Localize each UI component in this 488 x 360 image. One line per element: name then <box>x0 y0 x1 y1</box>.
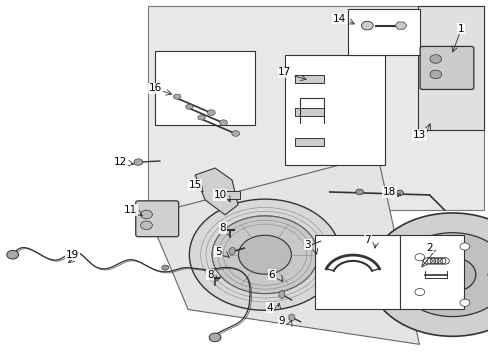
Circle shape <box>459 299 469 306</box>
Bar <box>155 50 254 125</box>
Text: 2: 2 <box>425 243 432 253</box>
Bar <box>294 139 323 146</box>
FancyBboxPatch shape <box>136 201 178 237</box>
Bar <box>294 108 323 116</box>
Bar <box>347 9 419 55</box>
Circle shape <box>395 190 403 196</box>
Text: 1: 1 <box>457 24 464 33</box>
Circle shape <box>7 251 19 259</box>
Circle shape <box>219 120 227 126</box>
Text: 14: 14 <box>332 14 346 24</box>
Circle shape <box>361 21 372 30</box>
Circle shape <box>355 189 363 195</box>
Text: 17: 17 <box>278 67 291 77</box>
Circle shape <box>429 55 441 63</box>
Circle shape <box>209 333 221 342</box>
Circle shape <box>414 288 424 296</box>
Circle shape <box>141 210 152 219</box>
Polygon shape <box>278 290 284 299</box>
Bar <box>314 235 399 310</box>
Polygon shape <box>195 168 238 215</box>
Polygon shape <box>148 155 419 345</box>
Text: 9: 9 <box>278 316 285 327</box>
Circle shape <box>162 265 168 270</box>
Circle shape <box>207 110 215 116</box>
Polygon shape <box>197 115 205 120</box>
Polygon shape <box>173 94 181 99</box>
Circle shape <box>428 257 475 292</box>
Bar <box>417 6 483 130</box>
Text: 15: 15 <box>188 180 202 190</box>
Circle shape <box>414 254 424 261</box>
Bar <box>226 192 239 198</box>
Polygon shape <box>229 247 234 255</box>
Text: 19: 19 <box>66 250 79 260</box>
Circle shape <box>238 235 291 274</box>
Bar <box>294 75 323 83</box>
Circle shape <box>368 213 488 336</box>
Circle shape <box>487 271 488 278</box>
Text: 11: 11 <box>123 205 137 215</box>
Circle shape <box>459 243 469 250</box>
Text: 6: 6 <box>268 270 275 280</box>
Text: 7: 7 <box>364 235 370 245</box>
Bar <box>148 6 483 210</box>
Text: 12: 12 <box>114 157 127 167</box>
Text: 3: 3 <box>304 240 310 250</box>
Circle shape <box>231 131 239 136</box>
Text: 4: 4 <box>266 302 273 312</box>
Circle shape <box>189 199 340 310</box>
Circle shape <box>141 221 152 230</box>
Polygon shape <box>394 22 406 29</box>
Text: 5: 5 <box>214 247 221 257</box>
Circle shape <box>429 70 441 79</box>
Bar <box>285 55 384 165</box>
Polygon shape <box>185 104 193 109</box>
Circle shape <box>212 216 317 294</box>
Text: 18: 18 <box>382 187 395 197</box>
Polygon shape <box>288 314 294 321</box>
Text: 10: 10 <box>213 190 226 200</box>
Text: 8: 8 <box>206 270 213 280</box>
Circle shape <box>395 233 488 316</box>
FancyBboxPatch shape <box>419 46 473 90</box>
Text: 8: 8 <box>219 223 226 233</box>
Bar <box>399 235 464 310</box>
Text: 13: 13 <box>412 130 425 140</box>
Circle shape <box>134 159 142 165</box>
Text: 16: 16 <box>148 84 162 93</box>
